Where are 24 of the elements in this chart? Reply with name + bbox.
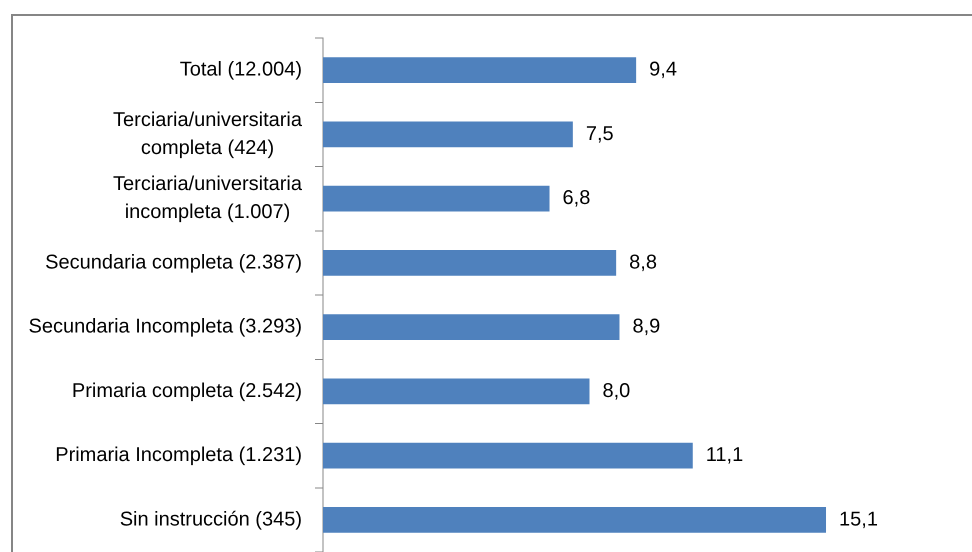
data-label: 11,1: [706, 444, 744, 466]
data-label: 6,8: [562, 187, 590, 210]
data-label: 15,1: [839, 508, 878, 530]
y-tick-label: Terciaria/universitaria completa (424): [113, 108, 303, 159]
bar: [323, 314, 620, 340]
data-label: 8,9: [632, 316, 660, 338]
data-label: 9,4: [649, 58, 677, 81]
y-tick-label: Secundaria completa (2.387): [45, 251, 302, 274]
data-label: 8,8: [629, 251, 657, 274]
y-tick-label: Sin instrucción (345): [120, 508, 302, 530]
bar: [323, 507, 826, 533]
data-label: 7,5: [586, 122, 614, 145]
data-label: 8,0: [602, 380, 630, 402]
y-tick-label: Total (12.004): [180, 58, 302, 81]
bar: [323, 250, 616, 276]
bar: [323, 186, 550, 212]
bar: [323, 442, 693, 468]
bar: [323, 57, 636, 83]
y-tick-label: Primaria completa (2.542): [72, 380, 302, 402]
bar: [323, 378, 590, 404]
y-tick-label: Secundaria Incompleta (3.293): [28, 316, 302, 338]
bar: [323, 122, 573, 148]
y-tick-label: Primaria Incompleta (1.231): [55, 444, 302, 466]
y-tick-label: Terciaria/universitaria incompleta (1.007): [113, 173, 303, 224]
